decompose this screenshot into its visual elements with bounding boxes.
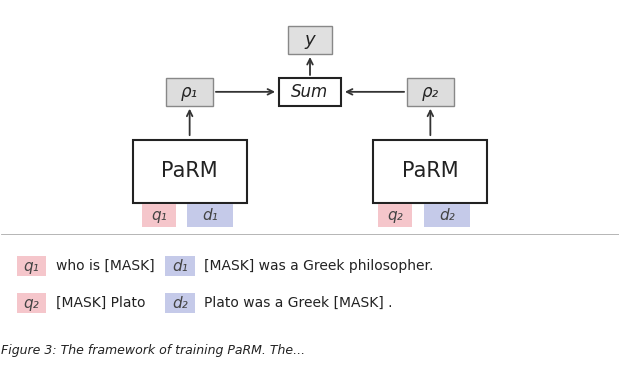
FancyBboxPatch shape (279, 78, 341, 106)
Text: Sum: Sum (291, 83, 329, 101)
FancyBboxPatch shape (17, 256, 46, 276)
Text: q₁: q₁ (151, 208, 167, 223)
Text: d₂: d₂ (172, 296, 188, 311)
Text: PaRM: PaRM (161, 161, 218, 181)
Text: Plato was a Greek [MASK] .: Plato was a Greek [MASK] . (204, 296, 392, 310)
FancyBboxPatch shape (187, 205, 233, 227)
FancyBboxPatch shape (133, 140, 247, 203)
FancyBboxPatch shape (373, 140, 487, 203)
FancyBboxPatch shape (17, 293, 46, 313)
FancyBboxPatch shape (165, 256, 195, 276)
Text: who is [MASK]: who is [MASK] (56, 259, 154, 273)
Text: PaRM: PaRM (402, 161, 459, 181)
Text: y: y (304, 31, 316, 49)
Text: d₁: d₁ (202, 208, 218, 223)
Text: q₁: q₁ (24, 259, 40, 274)
Text: [MASK] was a Greek philosopher.: [MASK] was a Greek philosopher. (204, 259, 433, 273)
FancyBboxPatch shape (167, 78, 213, 106)
Text: ρ₂: ρ₂ (422, 83, 439, 101)
FancyBboxPatch shape (424, 205, 470, 227)
Text: q₂: q₂ (24, 296, 40, 311)
Text: ρ₁: ρ₁ (181, 83, 198, 101)
Text: Figure 3: The framework of training PaRM. The...: Figure 3: The framework of training PaRM… (1, 344, 306, 357)
Text: q₂: q₂ (388, 208, 403, 223)
FancyBboxPatch shape (288, 26, 332, 54)
Text: d₁: d₁ (172, 259, 188, 274)
FancyBboxPatch shape (407, 78, 453, 106)
FancyBboxPatch shape (165, 293, 195, 313)
FancyBboxPatch shape (142, 205, 175, 227)
FancyBboxPatch shape (378, 205, 412, 227)
Text: [MASK] Plato: [MASK] Plato (56, 296, 145, 310)
Text: d₂: d₂ (439, 208, 455, 223)
